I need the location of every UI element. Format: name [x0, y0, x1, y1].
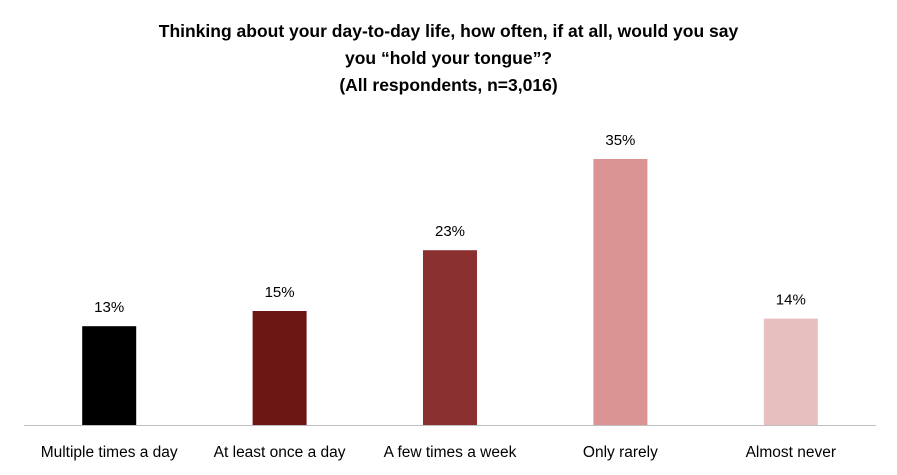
data-label-3: 23% — [435, 223, 465, 240]
data-label-2: 15% — [265, 284, 295, 301]
x-tick-label-4: Only rarely — [583, 444, 658, 461]
bar-1 — [82, 326, 137, 425]
data-label-1: 13% — [94, 299, 124, 316]
chart-title: Thinking about your day-to-day life, how… — [0, 18, 897, 99]
x-tick-label-5: Almost never — [746, 444, 836, 461]
chart-title-line-1: Thinking about your day-to-day life, how… — [158, 21, 739, 41]
x-tick-label-2: At least once a day — [214, 444, 346, 461]
bars-group: 13% 15% 23% 35% 14% — [82, 132, 818, 425]
bar-3 — [423, 250, 477, 425]
data-label-4: 35% — [605, 132, 635, 149]
bar-4 — [593, 159, 648, 425]
bar-5 — [763, 318, 818, 425]
data-label-5: 14% — [776, 292, 806, 309]
chart-title-line-2: you “hold your tongue”? — [344, 48, 553, 68]
x-tick-labels: Multiple times a day At least once a day A… — [41, 444, 836, 461]
chart-title-line-3: (All respondents, n=3,016) — [339, 75, 558, 95]
x-tick-label-3: A few times a week — [384, 444, 517, 461]
bar-2 — [252, 311, 307, 425]
x-tick-label-1: Multiple times a day — [41, 444, 178, 461]
